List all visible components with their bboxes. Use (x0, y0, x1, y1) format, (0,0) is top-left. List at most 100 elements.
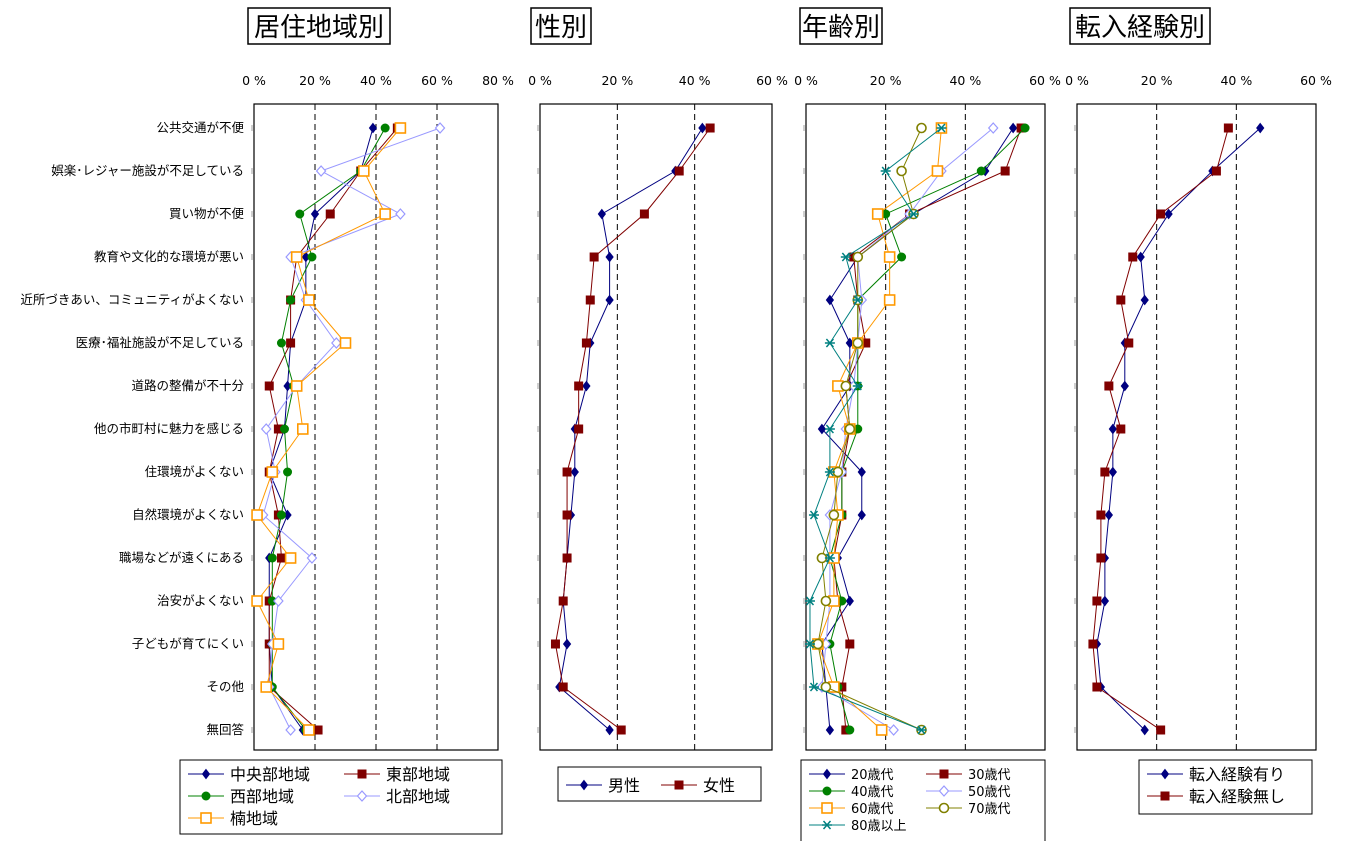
data-point (264, 381, 274, 391)
panel-title: 転入経験別 (1069, 7, 1211, 45)
data-point (908, 209, 919, 219)
title-box (530, 7, 592, 45)
panel-title: 年齢別 (799, 7, 883, 45)
data-point (840, 252, 851, 262)
legend-entry: 20歳代 (809, 768, 894, 783)
data-point (266, 466, 279, 478)
data-point (272, 638, 285, 650)
data-point (558, 596, 568, 606)
legend-label: 40歳代 (851, 785, 894, 800)
legend-label: 転入経験無し (1189, 787, 1285, 806)
data-point (303, 724, 315, 736)
data-point (616, 725, 626, 735)
data-point (574, 381, 584, 391)
data-point (808, 682, 819, 692)
data-point (1256, 122, 1265, 134)
data-point (825, 724, 835, 736)
legend-entry: 女性 (661, 776, 735, 795)
data-point (1120, 380, 1129, 392)
x-tick-label: 20 % (601, 73, 633, 88)
data-point (820, 595, 832, 607)
data-point (290, 380, 303, 392)
category-label: 住環境がよくない (145, 464, 244, 479)
data-point (286, 295, 296, 305)
data-point (574, 424, 584, 434)
data-point (1100, 595, 1110, 607)
category-label: その他 (206, 679, 244, 694)
data-point (434, 122, 446, 134)
data-point (1136, 251, 1145, 263)
data-point (1104, 381, 1114, 391)
data-point (883, 294, 896, 306)
data-point (1096, 553, 1106, 563)
x-tick-label: 20 % (1141, 73, 1173, 88)
data-point (1108, 466, 1117, 478)
panel-title: 性別 (530, 7, 592, 45)
legend-label: 西部地域 (230, 787, 294, 806)
data-point (888, 724, 899, 736)
data-point (562, 553, 572, 563)
data-point (273, 424, 283, 434)
data-point (290, 251, 303, 263)
data-point (260, 423, 272, 435)
legend-label: 転入経験有り (1189, 765, 1285, 784)
data-point (1104, 509, 1114, 521)
data-point (1160, 791, 1170, 801)
data-point (871, 208, 884, 220)
legend-label: 楠地域 (230, 809, 278, 828)
data-point (303, 294, 315, 306)
data-point (821, 802, 833, 814)
legend-box (557, 766, 762, 802)
data-point (1128, 252, 1138, 262)
data-point (550, 639, 560, 649)
x-tick-label: 40 % (949, 73, 981, 88)
title-box (799, 7, 883, 45)
data-point (260, 681, 273, 693)
category-label: 道路の整備が不十分 (131, 378, 244, 393)
data-point (808, 510, 819, 520)
data-point (674, 780, 684, 790)
data-point (339, 337, 352, 349)
legend-label: 女性 (703, 776, 735, 795)
data-point (357, 769, 367, 779)
panel-2: 性別 0 % 20 % 40 % 60 % 男性 女性 (528, 7, 788, 802)
data-point (938, 785, 950, 797)
legend-entry: 北部地域 (344, 787, 450, 806)
data-point (824, 467, 835, 477)
data-point (267, 596, 277, 606)
x-tick-label: 0 % (1065, 73, 1089, 88)
data-point (1156, 209, 1166, 219)
data-point (285, 724, 296, 736)
data-point (570, 466, 579, 478)
series-女性 (550, 123, 715, 735)
x-tick-label: 20 % (299, 73, 331, 88)
x-tick-label: 60 % (756, 73, 788, 88)
x-tick-label: 80 % (482, 73, 514, 88)
category-label: 娯楽･レジャー施設が不足している (51, 163, 244, 178)
legend-label: 中央部地域 (230, 765, 310, 784)
data-point (562, 638, 572, 650)
data-point (852, 381, 863, 391)
legend-label: 北部地域 (386, 787, 450, 806)
data-point (916, 122, 927, 134)
legend-label: 80歳以上 (851, 819, 907, 834)
category-label: 自然環境がよくない (132, 507, 244, 522)
legend-label: 30歳代 (968, 768, 1011, 783)
data-point (976, 166, 986, 176)
category-label: 公共交通が不便 (156, 120, 244, 135)
data-point (822, 820, 832, 830)
legend-label: 東部地域 (386, 765, 450, 784)
data-point (1160, 768, 1170, 780)
data-point (1211, 166, 1221, 176)
x-tick-label: 40 % (679, 73, 711, 88)
data-point (817, 423, 827, 435)
series-80歳以上 (804, 123, 947, 735)
data-point (331, 337, 342, 349)
data-point (1223, 123, 1233, 133)
x-tick-label: 0 % (528, 73, 552, 88)
title-box (1069, 7, 1211, 45)
data-point (276, 553, 286, 563)
